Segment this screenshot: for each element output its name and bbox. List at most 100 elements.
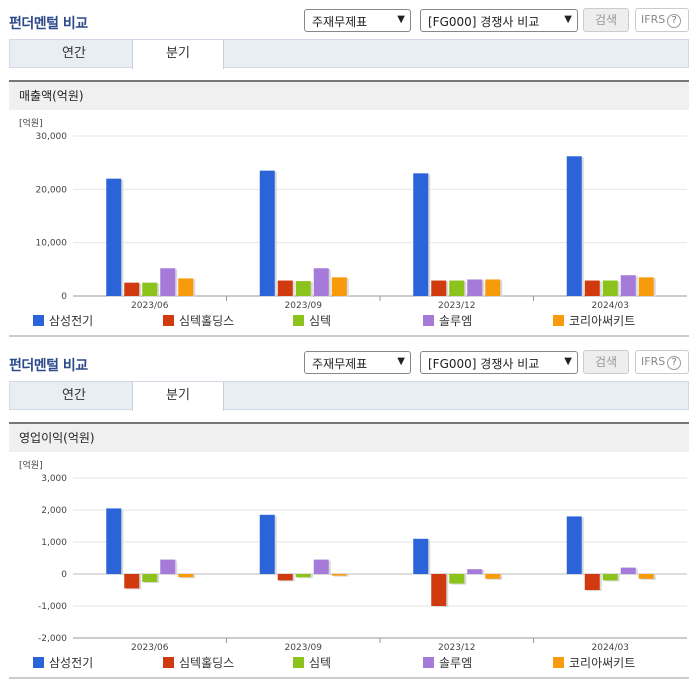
search-button[interactable]: 검색 <box>583 8 629 32</box>
tab-annual[interactable]: 연간 <box>62 46 86 61</box>
legend-swatch <box>293 657 304 668</box>
x-tick-label: 2024/03 <box>592 301 629 310</box>
panel-title: 영업이익(억원) <box>9 422 689 452</box>
bar[interactable] <box>277 574 293 581</box>
legend-label: 심텍 <box>309 656 332 670</box>
legend-item[interactable]: 코리아써키트 <box>553 312 635 329</box>
bar[interactable] <box>259 514 275 574</box>
legend-swatch <box>423 657 434 668</box>
legend-item[interactable]: 심텍홀딩스 <box>163 312 234 329</box>
bar[interactable] <box>277 280 293 296</box>
search-button[interactable]: 검색 <box>583 350 629 374</box>
legend-label: 코리아써키트 <box>569 656 636 670</box>
ifrs-label: IFRS <box>641 355 666 368</box>
bar[interactable] <box>142 574 158 582</box>
legend-label: 삼성전기 <box>49 656 94 670</box>
bar[interactable] <box>331 574 347 576</box>
bar[interactable] <box>431 574 447 606</box>
bar[interactable] <box>313 268 329 296</box>
bar[interactable] <box>106 178 122 296</box>
legend-item[interactable]: 삼성전기 <box>33 654 93 671</box>
panel-title: 매출액(억원) <box>9 80 689 110</box>
legend-swatch <box>553 315 564 326</box>
y-unit-label: [억원] <box>19 117 43 129</box>
bar[interactable] <box>160 268 176 296</box>
bar[interactable] <box>295 281 311 296</box>
bar[interactable] <box>620 567 636 574</box>
bar[interactable] <box>602 280 618 296</box>
operating-profit-bar-chart: [억원] -2,000 -1,000 0 1,000 2,000 3,000 2023/06 2… <box>19 459 687 652</box>
ifrs-help-button[interactable]: IFRS? <box>635 350 689 374</box>
fundamental-compare-operating-profit: 펀더멘털 비교 주재무제표 ▼ [FG000] 경쟁사 비교 ▼ 검색 IFRS? … <box>0 342 696 684</box>
period-tabs: 연간 분기 <box>9 381 689 411</box>
statement-select[interactable]: 주재무제표 ▼ <box>304 351 411 374</box>
x-tick-label: 2023/12 <box>438 643 475 652</box>
bar[interactable] <box>485 574 501 579</box>
chart-legend: 삼성전기 심텍홀딩스 심텍 솔루엠 코리아써키트 <box>9 312 689 328</box>
bar[interactable] <box>295 574 311 578</box>
bar[interactable] <box>431 280 447 296</box>
x-tick-label: 2023/06 <box>131 643 169 652</box>
bar[interactable] <box>467 569 483 574</box>
peer-group-select-value: [FG000] 경쟁사 비교 <box>428 357 540 371</box>
section-title: 펀더멘털 비교 <box>9 358 88 374</box>
bar[interactable] <box>313 559 329 574</box>
legend-swatch <box>553 657 564 668</box>
bar-shadow <box>333 575 349 577</box>
y-tick-label: 10,000 <box>36 239 68 249</box>
x-tick-label: 2023/09 <box>285 301 323 310</box>
section-title: 펀더멘털 비교 <box>9 16 88 32</box>
ifrs-label: IFRS <box>641 13 666 26</box>
legend-item[interactable]: 심텍 <box>293 312 331 329</box>
bar[interactable] <box>449 574 465 584</box>
bar[interactable] <box>566 516 582 574</box>
x-tick-label: 2023/06 <box>131 301 169 310</box>
bar[interactable] <box>584 574 600 590</box>
bar[interactable] <box>413 538 429 574</box>
bar[interactable] <box>449 280 465 296</box>
legend-item[interactable]: 코리아써키트 <box>553 654 635 671</box>
fundamental-compare-revenue: 펀더멘털 비교 주재무제표 ▼ [FG000] 경쟁사 비교 ▼ 검색 IFRS? … <box>9 8 689 337</box>
legend-swatch <box>33 315 44 326</box>
tab-annual[interactable]: 연간 <box>62 388 86 403</box>
peer-group-select[interactable]: [FG000] 경쟁사 비교 ▼ <box>420 351 578 374</box>
ifrs-help-button[interactable]: IFRS? <box>635 8 689 32</box>
x-tick-label: 2023/12 <box>438 301 475 310</box>
bar[interactable] <box>485 279 501 296</box>
bar[interactable] <box>124 282 140 296</box>
bar[interactable] <box>584 280 600 296</box>
bar[interactable] <box>106 508 122 574</box>
statement-select-value: 주재무제표 <box>312 357 368 371</box>
legend-item[interactable]: 삼성전기 <box>33 312 93 329</box>
bar[interactable] <box>413 173 429 296</box>
bar[interactable] <box>620 275 636 296</box>
bar[interactable] <box>124 574 140 589</box>
legend-label: 심텍홀딩스 <box>179 656 235 670</box>
tab-quarterly[interactable]: 분기 <box>132 382 224 411</box>
bar[interactable] <box>160 559 176 574</box>
bar[interactable] <box>638 574 654 579</box>
legend-item[interactable]: 심텍 <box>293 654 331 671</box>
legend-item[interactable]: 솔루엠 <box>423 654 472 671</box>
bar[interactable] <box>602 574 618 581</box>
bar[interactable] <box>638 277 654 296</box>
bar[interactable] <box>178 278 194 296</box>
tab-quarterly[interactable]: 분기 <box>132 40 224 69</box>
legend-swatch <box>163 657 174 668</box>
peer-group-select-value: [FG000] 경쟁사 비교 <box>428 15 540 29</box>
bar[interactable] <box>566 156 582 296</box>
legend-item[interactable]: 심텍홀딩스 <box>163 654 234 671</box>
statement-select[interactable]: 주재무제표 ▼ <box>304 9 411 32</box>
bar[interactable] <box>142 282 158 296</box>
peer-group-select[interactable]: [FG000] 경쟁사 비교 ▼ <box>420 9 578 32</box>
legend-label: 삼성전기 <box>49 314 94 328</box>
legend-item[interactable]: 솔루엠 <box>423 312 472 329</box>
bar[interactable] <box>331 277 347 296</box>
bar[interactable] <box>259 170 275 296</box>
legend-label: 코리아써키트 <box>569 314 636 328</box>
y-tick-label: 0 <box>61 292 67 302</box>
bar[interactable] <box>467 279 483 296</box>
legend-swatch <box>33 657 44 668</box>
bar[interactable] <box>178 574 194 578</box>
x-tick-label: 2023/09 <box>285 643 323 652</box>
